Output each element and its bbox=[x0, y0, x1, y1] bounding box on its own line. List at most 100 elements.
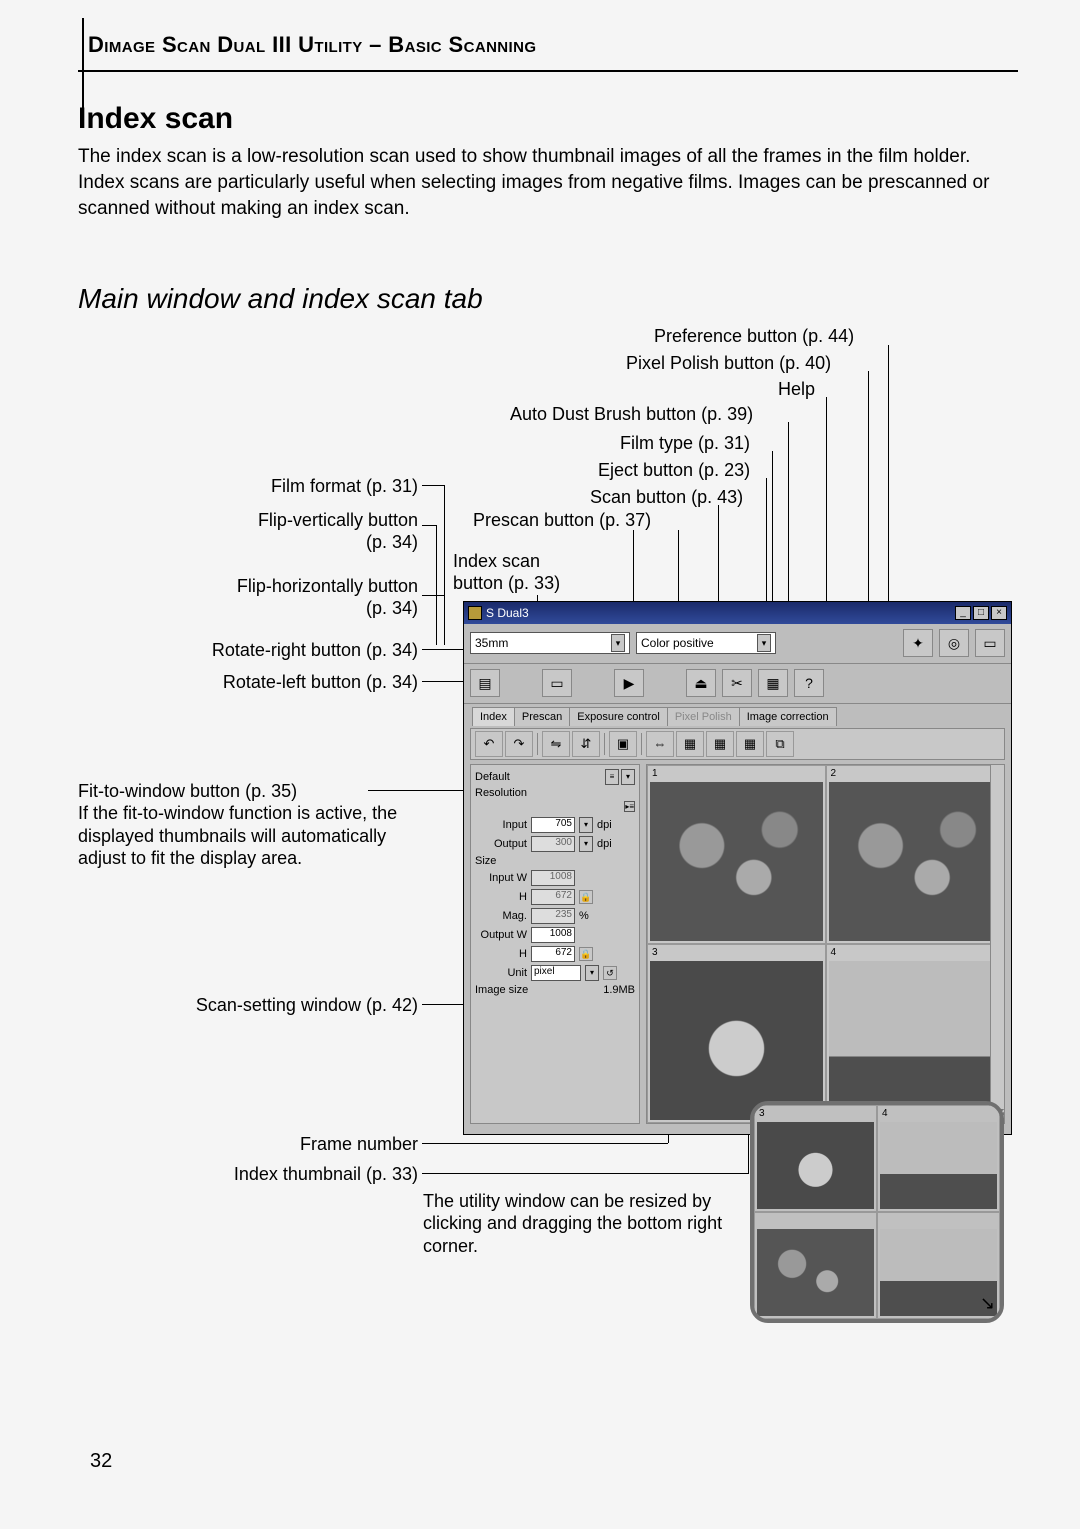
callout-frame-number: Frame number bbox=[158, 1133, 418, 1156]
output-dpi-label: Output bbox=[475, 838, 527, 850]
batch-button[interactable]: ▦ bbox=[758, 669, 788, 697]
maximize-button[interactable]: □ bbox=[973, 606, 989, 620]
prescan-button[interactable]: ▭ bbox=[542, 669, 572, 697]
resolution-label: Resolution bbox=[475, 787, 635, 799]
chevron-down-icon: ▾ bbox=[611, 634, 625, 652]
chevron-down-icon[interactable]: ▾ bbox=[579, 817, 593, 833]
lock-icon[interactable]: 🔒 bbox=[579, 947, 593, 961]
callout-film-type: Film type (p. 31) bbox=[620, 432, 750, 455]
output-dpi-field: 300 bbox=[531, 836, 575, 852]
reset-icon[interactable]: ↺ bbox=[603, 966, 617, 980]
pct-unit: % bbox=[579, 910, 589, 922]
callout-resize: The utility window can be resized by cli… bbox=[423, 1190, 763, 1258]
callout-film-format: Film format (p. 31) bbox=[168, 475, 418, 498]
auto-dust-brush-button[interactable]: ✦ bbox=[903, 629, 933, 657]
thumbnail-cell[interactable]: 2 bbox=[826, 765, 1005, 944]
callout-preference: Preference button (p. 44) bbox=[654, 325, 854, 348]
app-window: S Dual3 _ □ × 35mm ▾ Color positive ▾ bbox=[463, 601, 1012, 1135]
input-h-label: H bbox=[475, 891, 527, 903]
callout-rotate-right: Rotate-right button (p. 34) bbox=[128, 639, 418, 662]
preset-apply-icon[interactable]: ▸≡ bbox=[624, 801, 635, 812]
scan-button[interactable]: ▶ bbox=[614, 669, 644, 697]
tab-index[interactable]: Index bbox=[472, 707, 515, 726]
callout-flip-h: Flip-horizontally button(p. 34) bbox=[138, 575, 418, 620]
pixel-polish-button[interactable]: ◎ bbox=[939, 629, 969, 657]
preset-menu-icon[interactable]: ≡ bbox=[605, 769, 619, 785]
minimize-button[interactable]: _ bbox=[955, 606, 971, 620]
unit-label: Unit bbox=[475, 967, 527, 979]
callout-fit-window: Fit-to-window button (p. 35) If the fit-… bbox=[78, 780, 428, 870]
callout-eject: Eject button (p. 23) bbox=[598, 459, 750, 482]
section-title: Index scan bbox=[78, 102, 1018, 136]
toolbar-row-1: 35mm ▾ Color positive ▾ ✦ ◎ ▭ bbox=[464, 624, 1011, 664]
chevron-down-icon[interactable]: ▾ bbox=[579, 836, 593, 852]
page-header: Dimage Scan Dual III Utility – Basic Sca… bbox=[78, 28, 1018, 72]
tab-exposure[interactable]: Exposure control bbox=[569, 707, 668, 726]
tab-pixel-polish[interactable]: Pixel Polish bbox=[667, 707, 740, 726]
tab-prescan[interactable]: Prescan bbox=[514, 707, 570, 726]
flip-vertical-button[interactable]: ⇵ bbox=[572, 731, 600, 757]
toolbar-row-2: ▤ ▭ ▶ ⏏ ✂ ▦ ? bbox=[464, 664, 1011, 704]
callout-flip-v: Flip-vertically button(p. 34) bbox=[168, 509, 418, 554]
app-icon bbox=[468, 606, 482, 620]
rotate-right-button[interactable]: ↷ bbox=[505, 731, 533, 757]
preference-button[interactable]: ▭ bbox=[975, 629, 1005, 657]
rotate-left-button[interactable]: ↶ bbox=[475, 731, 503, 757]
callout-index-scan-btn: Index scan button (p. 33) bbox=[453, 550, 593, 595]
film-format-select[interactable]: 35mm ▾ bbox=[470, 632, 630, 654]
scan-settings-panel: Default ≡ ▾ Resolution ▸≡ Input 705 ▾ dp… bbox=[470, 764, 640, 1124]
output-w-field[interactable]: 1008 bbox=[531, 927, 575, 943]
thumb-large-button[interactable]: ▦ bbox=[736, 731, 764, 757]
fit-to-window-button[interactable]: ▣ bbox=[609, 731, 637, 757]
output-h-label: H bbox=[475, 948, 527, 960]
select-all-button[interactable]: ⇔ bbox=[646, 731, 674, 757]
dpi-unit: dpi bbox=[597, 819, 612, 831]
input-h-field: 672 bbox=[531, 889, 575, 905]
close-button[interactable]: × bbox=[991, 606, 1007, 620]
tab-image-correction[interactable]: Image correction bbox=[739, 707, 837, 726]
image-size-value: 1.9MB bbox=[541, 984, 635, 996]
index-scan-button[interactable]: ▤ bbox=[470, 669, 500, 697]
callout-index-thumb: Index thumbnail (p. 33) bbox=[158, 1163, 418, 1186]
frame-number: 4 bbox=[831, 947, 837, 958]
callout-scan-btn: Scan button (p. 43) bbox=[590, 486, 743, 509]
index-toolbar: ↶ ↷ ⇋ ⇵ ▣ ⇔ ▦ ▦ ▦ ⧉ bbox=[470, 728, 1005, 760]
crop-button[interactable]: ✂ bbox=[722, 669, 752, 697]
intro-text: The index scan is a low-resolution scan … bbox=[78, 144, 1018, 223]
callout-auto-dust: Auto Dust Brush button (p. 39) bbox=[510, 403, 753, 426]
callout-prescan-btn: Prescan button (p. 37) bbox=[473, 509, 651, 532]
lock-icon[interactable]: 🔒 bbox=[579, 890, 593, 904]
thumbnail-cell[interactable]: 3 bbox=[647, 944, 826, 1123]
resize-inset: 3 4 ↘ bbox=[750, 1101, 1004, 1323]
eject-button[interactable]: ⏏ bbox=[686, 669, 716, 697]
thumbnail-image bbox=[650, 961, 823, 1120]
input-dpi-label: Input bbox=[475, 819, 527, 831]
flip-horizontal-button[interactable]: ⇋ bbox=[542, 731, 570, 757]
thumb-med-button[interactable]: ▦ bbox=[706, 731, 734, 757]
film-type-value: Color positive bbox=[641, 636, 714, 650]
input-w-label: Input W bbox=[475, 872, 527, 884]
help-button[interactable]: ? bbox=[794, 669, 824, 697]
unit-field[interactable]: pixel bbox=[531, 965, 581, 981]
diagram: Preference button (p. 44) Pixel Polish b… bbox=[78, 325, 1018, 1335]
frame-number: 2 bbox=[831, 768, 837, 779]
film-type-select[interactable]: Color positive ▾ bbox=[636, 632, 776, 654]
thumbnail-image bbox=[829, 961, 1002, 1120]
thumbnail-grid: 1 2 3 4 bbox=[646, 764, 1005, 1124]
chevron-down-icon[interactable]: ▾ bbox=[585, 965, 599, 981]
sort-button[interactable]: ⧉ bbox=[766, 731, 794, 757]
scrollbar[interactable] bbox=[990, 765, 1004, 1123]
output-h-field[interactable]: 672 bbox=[531, 946, 575, 962]
callout-help: Help bbox=[778, 378, 815, 401]
thumb-small-button[interactable]: ▦ bbox=[676, 731, 704, 757]
thumbnail-cell[interactable]: 4 bbox=[826, 944, 1005, 1123]
thumbnail-cell[interactable]: 1 bbox=[647, 765, 826, 944]
tabs: Index Prescan Exposure control Pixel Pol… bbox=[464, 704, 1011, 726]
thumbnail-image bbox=[829, 782, 1002, 941]
input-dpi-field[interactable]: 705 bbox=[531, 817, 575, 833]
resize-cursor-icon: ↘ bbox=[980, 1293, 995, 1314]
film-format-value: 35mm bbox=[475, 636, 508, 650]
chevron-down-icon: ▾ bbox=[757, 634, 771, 652]
dpi-unit: dpi bbox=[597, 838, 612, 850]
preset-dd-icon[interactable]: ▾ bbox=[621, 769, 635, 785]
